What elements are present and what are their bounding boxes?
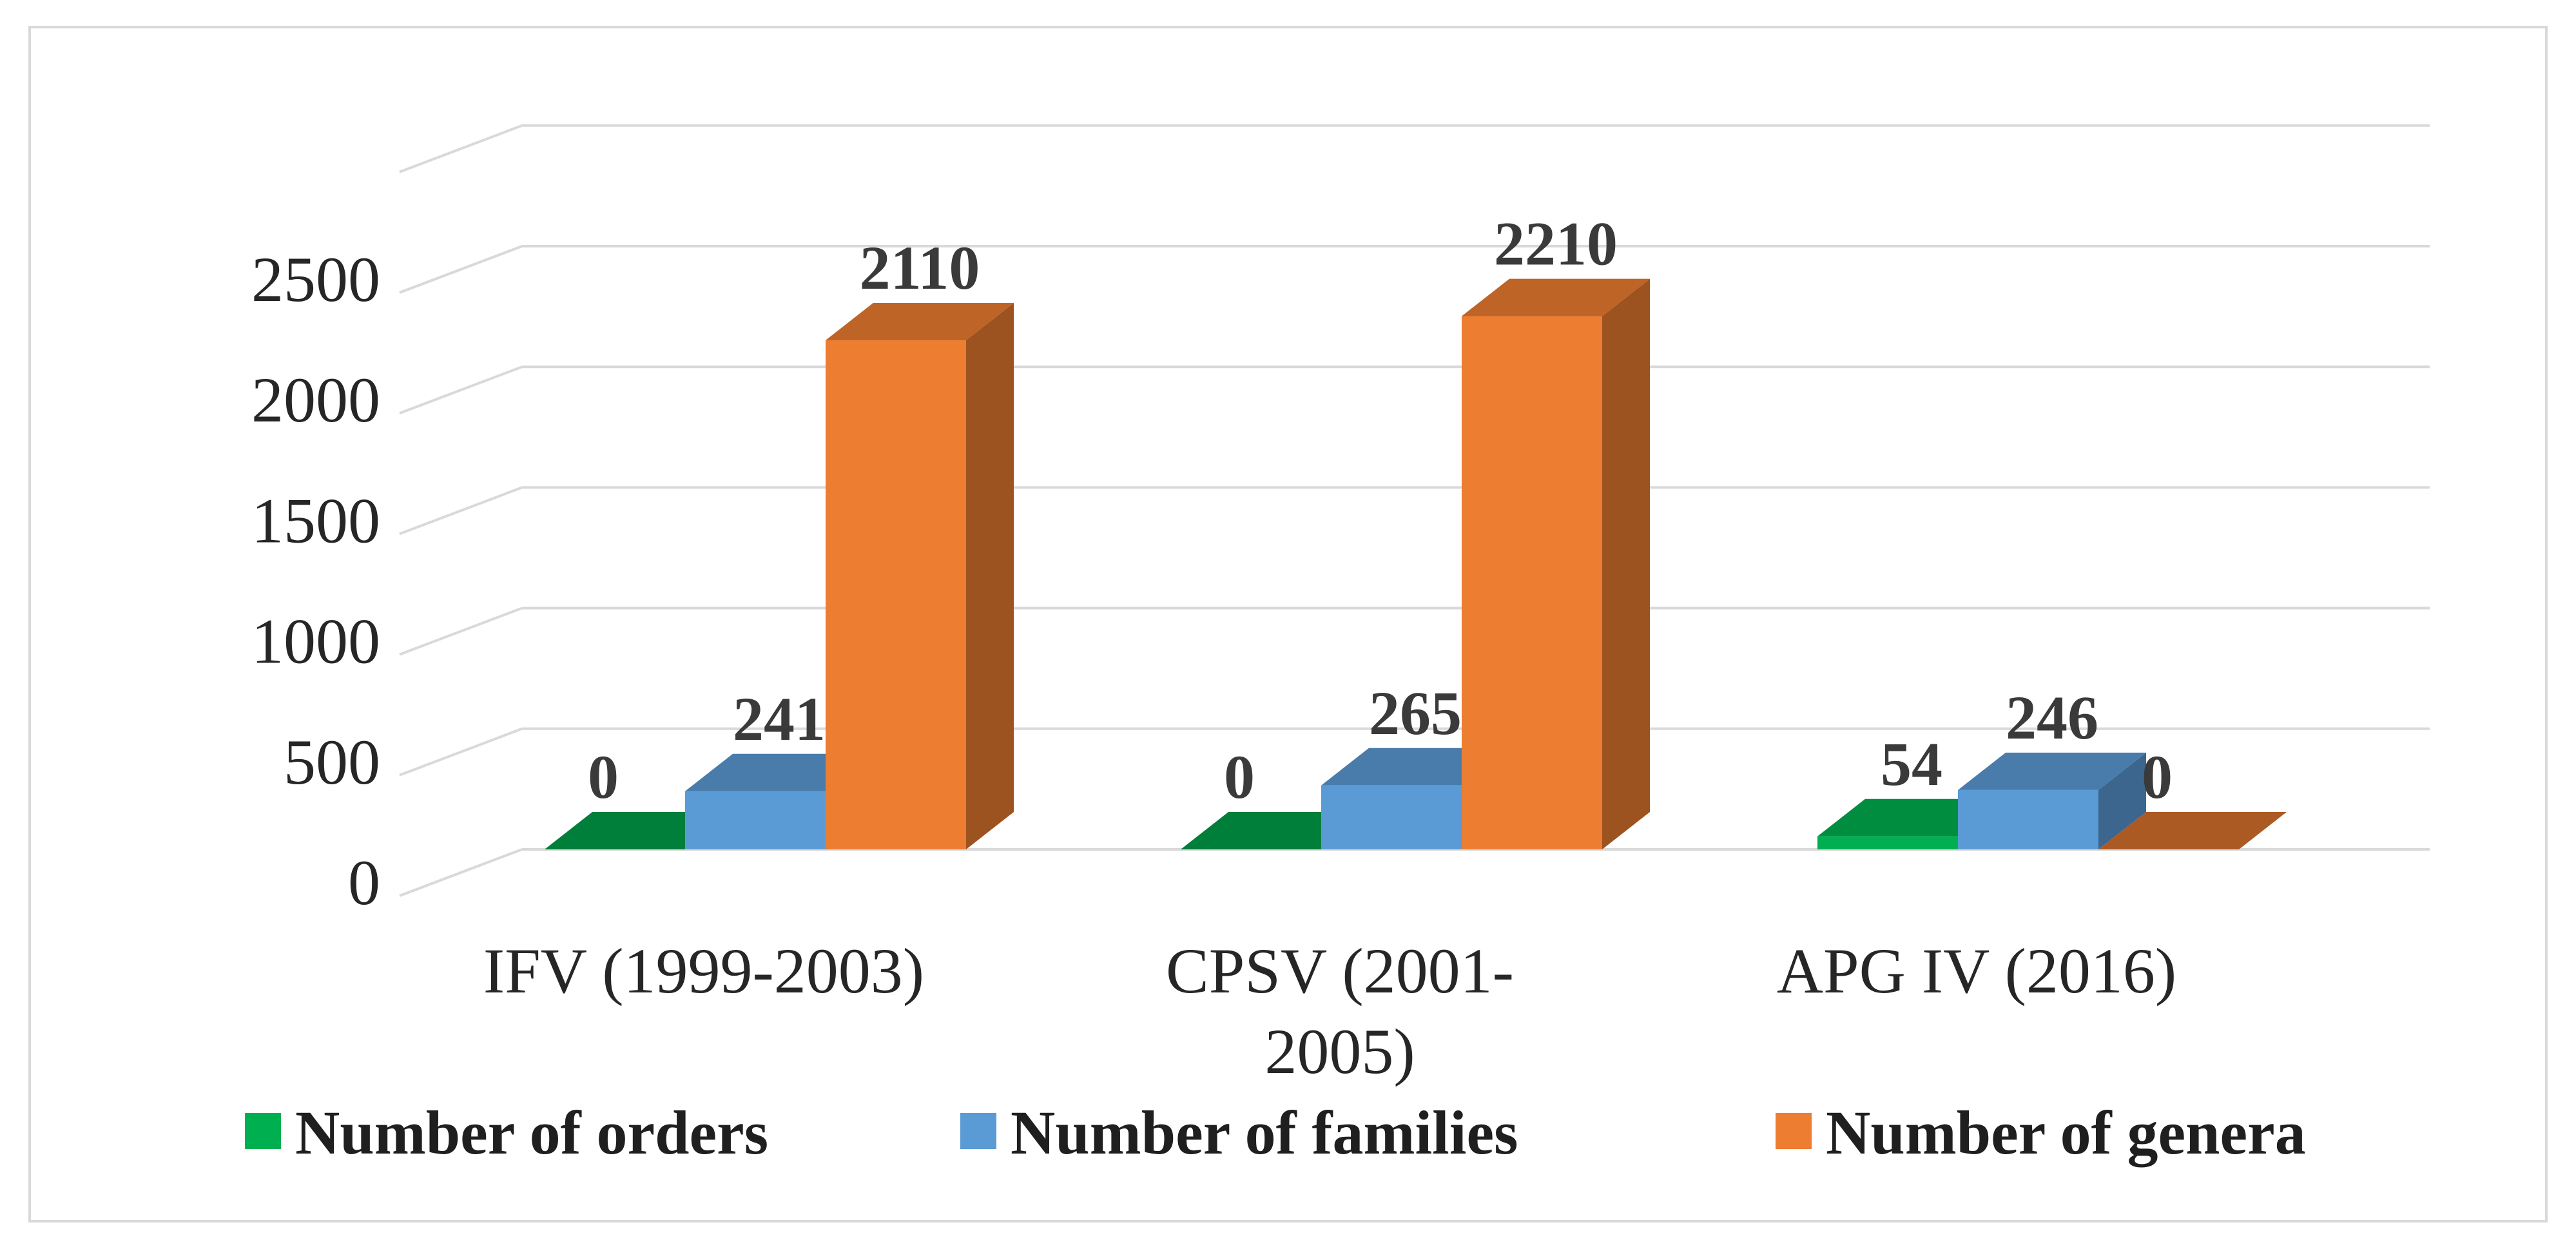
data-label: 54 <box>1881 730 1942 798</box>
gridline-diagonal <box>399 245 523 294</box>
data-label: 2210 <box>1494 209 1618 278</box>
data-label: 241 <box>733 684 826 753</box>
gridline-diagonal <box>399 365 523 415</box>
gridline-diagonal <box>399 848 523 897</box>
y-tick-label: 2000 <box>251 364 380 436</box>
bars <box>545 278 2287 849</box>
bar-side-face <box>966 303 1014 849</box>
bar-front-face <box>1462 316 1602 849</box>
data-label: 2110 <box>860 233 980 302</box>
gridline-diagonal <box>399 124 523 173</box>
bar-front-face <box>1321 785 1462 849</box>
bar-front-face <box>685 791 826 849</box>
legend-label: Number of genera <box>1826 1098 2306 1167</box>
data-labels: 0 241 2110 0 265 2210 54 246 0 <box>588 209 2173 811</box>
data-label: 0 <box>588 742 619 811</box>
legend: Number of orders Number of families Number… <box>245 1098 2306 1167</box>
legend-swatch <box>1776 1113 1812 1149</box>
gridline-diagonal <box>399 606 523 656</box>
y-tick-label: 1500 <box>251 485 380 556</box>
legend-label: Number of orders <box>295 1098 768 1167</box>
bar-front-face <box>1958 789 2098 849</box>
bar-side-face <box>1602 278 1650 849</box>
x-tick-label: CPSV (2001- <box>1166 935 1514 1007</box>
x-tick-label: IFV (1999-2003) <box>483 935 924 1007</box>
bar-top-face <box>826 303 1014 341</box>
gridline-diagonal <box>399 486 523 536</box>
y-tick-label: 500 <box>284 726 380 798</box>
x-tick-label-line2: 2005) <box>1264 1016 1415 1087</box>
y-axis-ticks: 0 500 1000 1500 2000 2500 <box>251 244 380 918</box>
bar-top-face <box>1958 752 2146 790</box>
bar-front-face <box>1817 836 1958 849</box>
bar-front-face <box>826 340 966 849</box>
chart-border <box>28 26 2548 1223</box>
legend-swatch <box>960 1113 996 1149</box>
data-label: 0 <box>2142 742 2173 811</box>
bar-side-face <box>2098 752 2146 849</box>
legend-swatch <box>245 1113 281 1149</box>
bar-number-of-genera <box>2098 812 2287 849</box>
y-tick-label: 0 <box>348 847 380 918</box>
bar-top-face <box>1462 278 1650 316</box>
data-label: 0 <box>1224 742 1255 811</box>
bar-number-of-genera <box>1462 278 1650 849</box>
legend-item: Number of genera <box>1776 1098 2306 1167</box>
legend-item: Number of families <box>960 1098 1518 1167</box>
data-label: 246 <box>2006 683 2098 752</box>
bar-top-face <box>2098 812 2287 849</box>
x-axis-ticks: IFV (1999-2003) CPSV (2001- 2005) APG IV (2… <box>483 935 2176 1087</box>
bar-number-of-genera <box>826 303 1014 849</box>
legend-item: Number of orders <box>245 1098 768 1167</box>
x-tick-label: APG IV (2016) <box>1777 935 2176 1007</box>
y-tick-label: 2500 <box>251 244 380 315</box>
legend-label: Number of families <box>1011 1098 1518 1167</box>
bar-number-of-families <box>1958 752 2146 849</box>
gridline-diagonal <box>399 727 523 777</box>
y-tick-label: 1000 <box>251 606 380 677</box>
data-label: 265 <box>1369 679 1462 748</box>
